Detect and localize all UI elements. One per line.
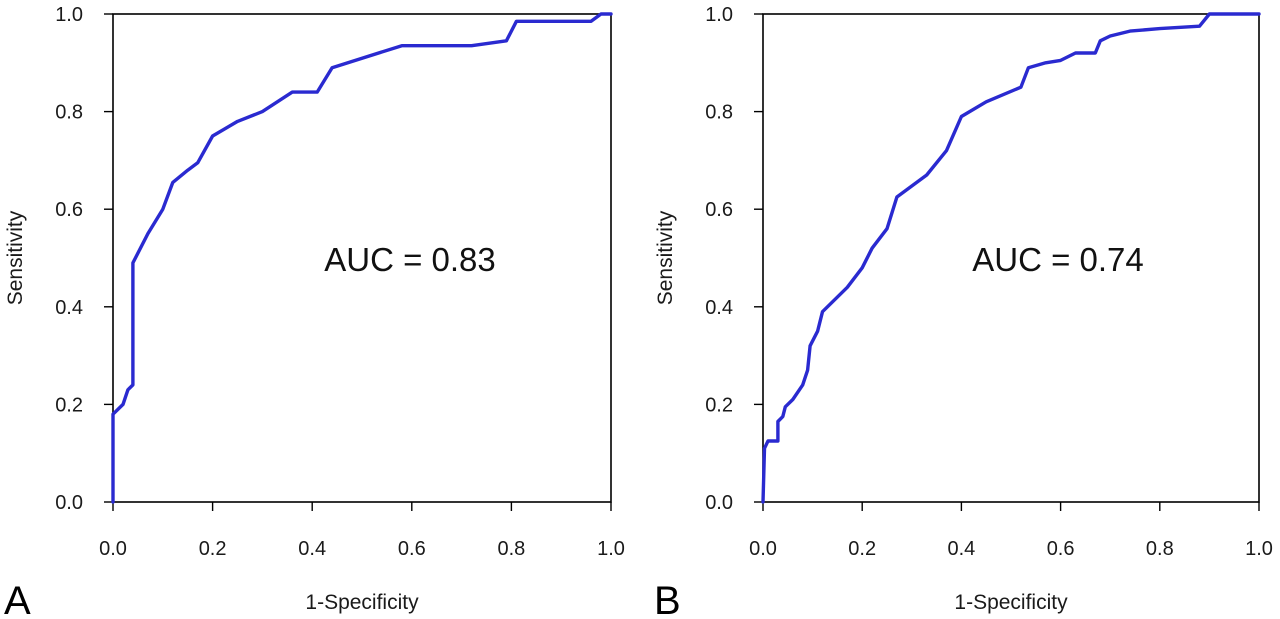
- plot-frame: [112, 13, 612, 503]
- x-axis: 0.0 0.2 0.4 0.6 0.8 1.0: [749, 502, 1273, 560]
- y-tick-label: 0.2: [705, 394, 733, 416]
- x-axis-title: 1-Specificity: [305, 591, 419, 614]
- roc-curve-line: [111, 12, 613, 504]
- panel-label: B: [654, 579, 681, 619]
- x-tick-label: 0.6: [1047, 538, 1075, 560]
- roc-panel-b: 0.0 0.2 0.4 0.6 0.8 1.0 0.0 0.2 0.4 0.6 0.8 1.0 AU…: [654, 4, 1273, 619]
- x-tick-label: 0.0: [99, 538, 127, 560]
- x-tick-label: 0.6: [398, 538, 426, 560]
- y-tick-label: 0.6: [55, 199, 83, 221]
- x-tick-label: 1.0: [1245, 538, 1273, 560]
- y-tick-label: 0.6: [705, 199, 733, 221]
- y-tick-label: 1.0: [55, 4, 83, 26]
- y-axis: 0.0 0.2 0.4 0.6 0.8 1.0: [705, 4, 763, 514]
- y-tick-label: 0.4: [55, 297, 83, 319]
- y-axis: 0.0 0.2 0.4 0.6 0.8 1.0: [55, 4, 113, 514]
- y-tick-label: 0.0: [705, 492, 733, 514]
- x-axis: 0.0 0.2 0.4 0.6 0.8 1.0: [99, 502, 625, 560]
- y-tick-label: 0.8: [55, 102, 83, 124]
- roc-curve-line: [761, 12, 1261, 504]
- auc-annotation: AUC = 0.74: [972, 241, 1144, 278]
- x-tick-label: 1.0: [597, 538, 625, 560]
- y-tick-label: 0.0: [55, 492, 83, 514]
- y-tick-label: 0.4: [705, 297, 733, 319]
- plot-frame: [762, 13, 1260, 503]
- x-tick-label: 0.8: [497, 538, 525, 560]
- y-axis-title: Sensitivity: [654, 210, 677, 305]
- x-tick-label: 0.4: [947, 538, 975, 560]
- x-axis-title: 1-Specificity: [954, 591, 1068, 614]
- y-axis-title: Sensitivity: [4, 210, 27, 305]
- y-tick-label: 0.2: [55, 394, 83, 416]
- x-tick-label: 0.0: [749, 538, 777, 560]
- x-tick-label: 0.2: [199, 538, 227, 560]
- x-tick-label: 0.2: [848, 538, 876, 560]
- y-tick-label: 0.8: [705, 102, 733, 124]
- panel-label: A: [4, 579, 31, 619]
- x-tick-label: 0.8: [1146, 538, 1174, 560]
- roc-panel-a: 0.0 0.2 0.4 0.6 0.8 1.0 0.0 0.2 0.4 0.6 0.8 1.0 AU…: [4, 4, 625, 619]
- x-tick-label: 0.4: [298, 538, 326, 560]
- auc-annotation: AUC = 0.83: [324, 241, 496, 278]
- y-tick-label: 1.0: [705, 4, 733, 26]
